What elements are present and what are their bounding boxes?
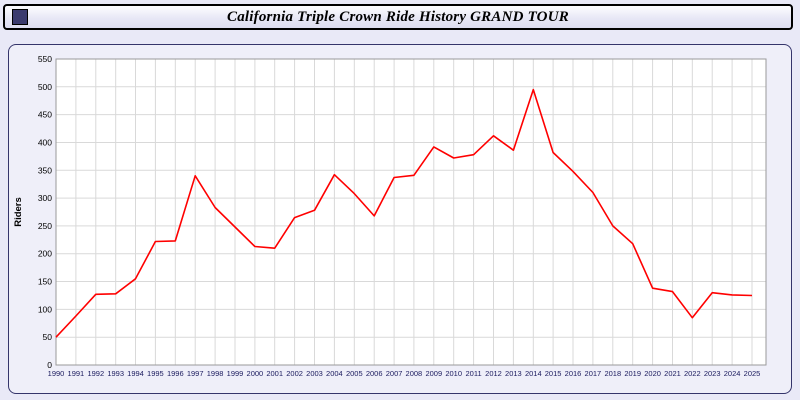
- x-tick-label: 2023: [704, 369, 721, 378]
- x-tick-label: 1999: [227, 369, 244, 378]
- x-tick-label: 1995: [147, 369, 164, 378]
- x-tick-label: 2008: [406, 369, 423, 378]
- x-tick-label: 2017: [585, 369, 602, 378]
- x-tick-label: 1992: [87, 369, 104, 378]
- x-tick-label: 2021: [664, 369, 681, 378]
- y-tick-label: 0: [47, 360, 52, 370]
- square-swatch-icon: [12, 9, 28, 25]
- x-tick-label: 1998: [207, 369, 224, 378]
- x-tick-label: 1993: [107, 369, 124, 378]
- x-tick-label: 1991: [68, 369, 85, 378]
- series-line-riders: [55, 88, 753, 338]
- x-tick-label: 2002: [286, 369, 303, 378]
- plot-area: [56, 59, 766, 365]
- y-tick-label: 350: [38, 165, 52, 175]
- y-tick-label: 100: [38, 304, 52, 314]
- x-tick-label: 2014: [525, 369, 542, 378]
- y-tick-label: 400: [38, 138, 52, 148]
- x-tick-label: 2012: [485, 369, 502, 378]
- chart-panel: 0 50 100 150 200 250 300 350 400 450 500 550 1990 199…: [8, 44, 792, 394]
- title-bar: California Triple Crown Ride History GRA…: [3, 4, 793, 30]
- page-title: California Triple Crown Ride History GRA…: [227, 8, 569, 25]
- y-axis-label: Riders: [13, 197, 24, 227]
- x-tick-label: 2000: [247, 369, 264, 378]
- x-tick-label: 2022: [684, 369, 701, 378]
- x-tick-label: 1990: [48, 369, 65, 378]
- x-tick-label: 2009: [425, 369, 442, 378]
- x-tick-label: 2006: [366, 369, 383, 378]
- x-tick-label: 2004: [326, 369, 343, 378]
- y-tick-label: 550: [38, 54, 52, 64]
- x-tick-label: 2003: [306, 369, 323, 378]
- x-tick-label: 2025: [744, 369, 761, 378]
- y-tick-label: 200: [38, 249, 52, 259]
- x-tick-label: 1996: [167, 369, 184, 378]
- y-tick-label: 50: [43, 332, 53, 342]
- x-tick-label: 2024: [724, 369, 741, 378]
- x-tick-label: 2005: [346, 369, 363, 378]
- x-tick-label: 1997: [187, 369, 204, 378]
- x-tick-label: 2001: [266, 369, 283, 378]
- x-tick-label: 2015: [545, 369, 562, 378]
- y-tick-label: 500: [38, 82, 52, 92]
- y-tick-label: 250: [38, 221, 52, 231]
- x-tick-label: 2018: [604, 369, 621, 378]
- x-tick-label: 2013: [505, 369, 522, 378]
- x-tick-label: 2016: [565, 369, 582, 378]
- plot-frame: [55, 58, 767, 366]
- x-tick-label: 2007: [386, 369, 403, 378]
- x-tick-label: 2020: [644, 369, 661, 378]
- y-tick-label: 300: [38, 193, 52, 203]
- x-tick-label: 1994: [127, 369, 144, 378]
- x-tick-label: 2019: [624, 369, 641, 378]
- x-tick-label: 2011: [466, 369, 482, 378]
- y-tick-label: 450: [38, 110, 52, 120]
- y-tick-label: 150: [38, 277, 52, 287]
- x-tick-label: 2010: [445, 369, 462, 378]
